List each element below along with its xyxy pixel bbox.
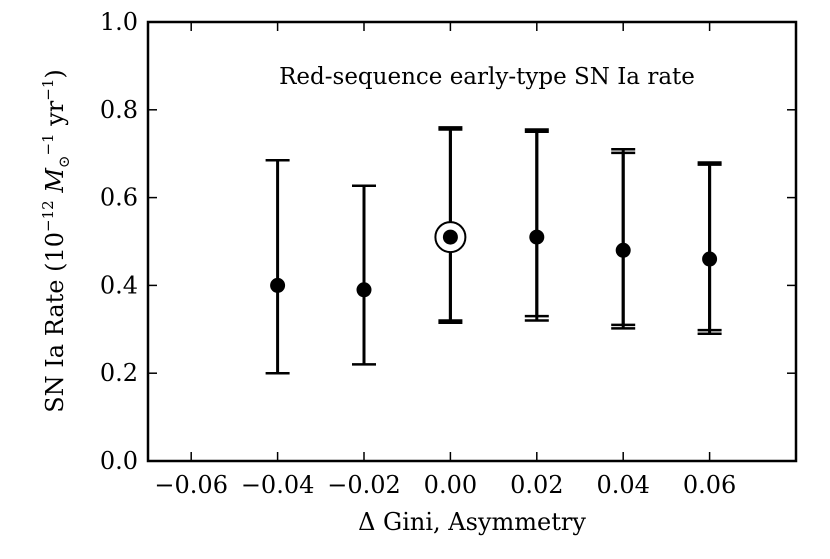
y-axis-label-exp3: −1 — [39, 79, 57, 101]
data-point — [615, 242, 631, 258]
x-tick-label: 0.04 — [596, 471, 649, 499]
y-axis-label-mid: M — [41, 167, 69, 201]
x-axis: −0.06 −0.04 −0.02 0.00 0.02 0.04 0.06 — [154, 22, 736, 499]
y-axis-label-exp2: −1 — [39, 133, 57, 155]
data-points — [270, 221, 718, 298]
data-point — [356, 282, 372, 298]
error-bars — [265, 126, 722, 375]
y-axis-label-exp1: −12 — [39, 200, 57, 232]
plot-frame — [146, 20, 798, 463]
data-point — [442, 229, 458, 245]
y-axis-label-main: SN Ia Rate (10 — [41, 232, 69, 413]
data-point — [529, 229, 545, 245]
y-tick-label: 0.4 — [100, 271, 138, 299]
x-tick-label: 0.06 — [683, 471, 736, 499]
y-axis-label: SN Ia Rate (10−12 M⊙−1 yr−1) — [39, 69, 73, 413]
y-axis-label-sub: ⊙ — [55, 156, 73, 169]
x-tick-label: −0.02 — [327, 471, 401, 499]
y-tick-label: 0.0 — [100, 447, 138, 475]
data-point — [702, 251, 718, 267]
y-tick-label: 0.8 — [100, 96, 138, 124]
y-axis-label-mid2: yr — [41, 100, 69, 133]
y-tick-label: 0.2 — [100, 359, 138, 387]
y-tick-label: 0.6 — [100, 184, 138, 212]
x-tick-label: 0.00 — [424, 471, 477, 499]
y-axis-label-end: ) — [41, 69, 69, 78]
y-axis: 0.0 0.2 0.4 0.6 0.8 1.0 — [100, 8, 796, 475]
plot-area: −0.06 −0.04 −0.02 0.00 0.02 0.04 0.06 0.00.20.… — [100, 8, 798, 499]
x-tick-label: 0.02 — [510, 471, 563, 499]
x-tick-label: −0.06 — [154, 471, 228, 499]
x-axis-label: Δ Gini, Asymmetry — [358, 508, 586, 536]
chart-annotation: Red-sequence early-type SN Ia rate — [279, 64, 695, 90]
x-tick-label: −0.04 — [241, 471, 315, 499]
y-tick-label: 1.0 — [100, 8, 138, 36]
data-point — [270, 277, 286, 293]
